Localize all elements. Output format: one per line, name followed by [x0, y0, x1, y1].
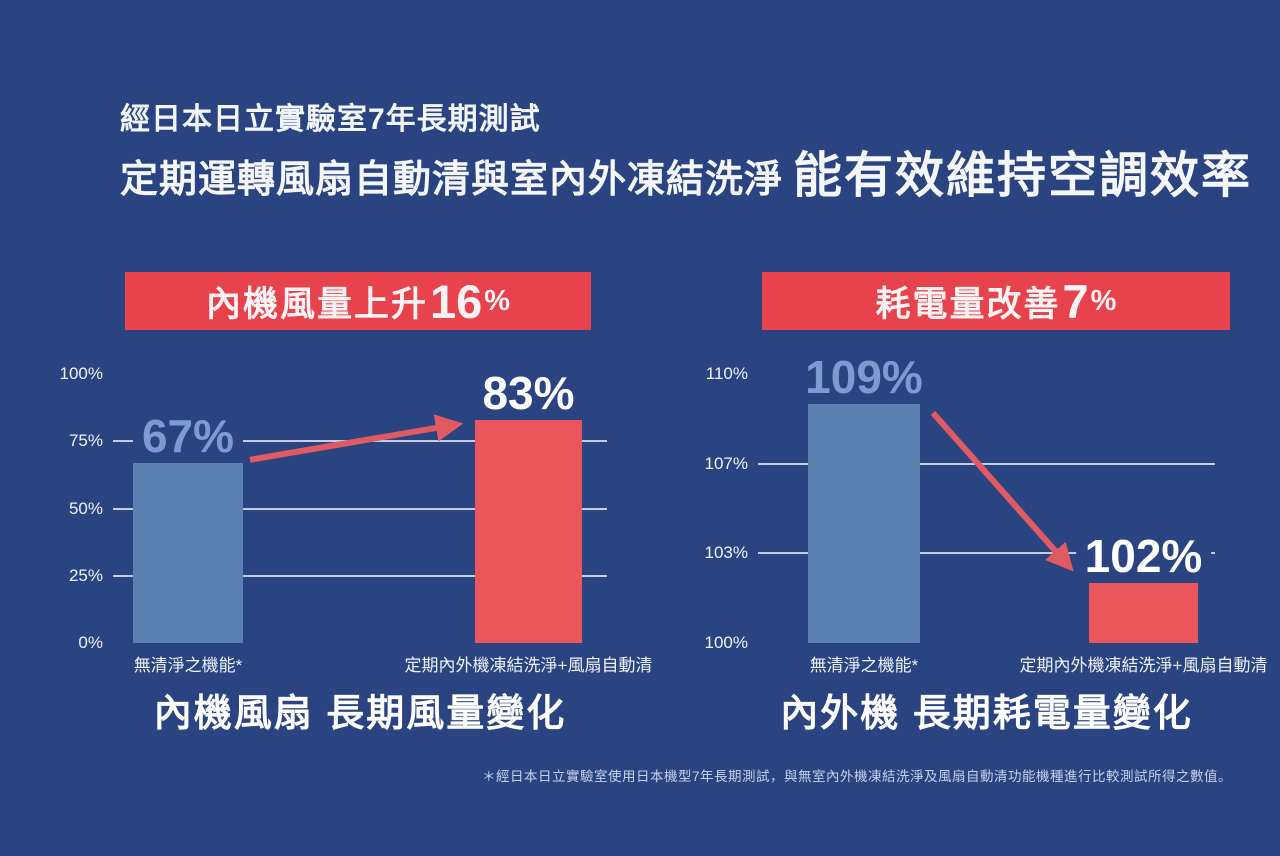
y-axis-tick-label: 107% — [704, 453, 748, 473]
y-axis-tick-label: 100% — [59, 364, 103, 383]
footnote: ＊經日本日立實驗室使用日本機型7年長期測試，與無室內外機凍結洗淨及風扇自動清功能… — [481, 769, 1232, 784]
bar-no-cleaning — [808, 403, 920, 643]
x-axis-category-label: 無清淨之機能* — [133, 656, 243, 675]
power-chart-caption: 內外機 長期耗電量變化 — [780, 693, 1193, 735]
banner-text: 內機風量上升 — [205, 284, 428, 324]
header-line-2-regular: 定期運轉風扇自動清與室內外凍結洗淨 — [120, 159, 784, 201]
bar-value-label: 109% — [796, 351, 932, 402]
banner-number: 7 — [1062, 274, 1089, 328]
bar-value-label: 67% — [132, 410, 244, 461]
bar-with-cleaning — [1089, 583, 1198, 643]
bar-with-cleaning — [475, 419, 582, 643]
gridline — [113, 507, 607, 510]
trend-arrow-icon — [249, 414, 464, 463]
banner-percent-sign: % — [1090, 284, 1117, 317]
y-axis-labels: 0% 25% 50% 75% 100% — [40, 364, 103, 652]
bar-value-label: 83% — [473, 367, 584, 418]
airflow-chart-caption: 內機風扇 長期風量變化 — [153, 693, 567, 735]
bar-no-cleaning — [133, 462, 243, 643]
power-bar-plot: 109% 無清淨之機能* 102% 定期內外機凍結洗淨+風扇自動清 — [758, 351, 1267, 675]
banner-number: 16 — [429, 274, 483, 328]
gridline — [758, 462, 1215, 465]
power-banner: 耗電量改善 7% — [762, 272, 1230, 330]
y-axis-tick-label: 0% — [78, 633, 103, 652]
y-axis-tick-label: 25% — [68, 565, 103, 585]
bar-value-label: 102% — [1075, 531, 1212, 582]
gridline — [113, 574, 607, 577]
header-line-2: 定期運轉風扇自動清與室內外凍結洗淨 能有效維持空調效率 — [120, 146, 1252, 218]
header-line-1: 經日本日立實驗室7年長期測試 — [120, 103, 541, 136]
banner-percent-sign: % — [484, 284, 511, 317]
banner-text: 耗電量改善 — [875, 284, 1061, 324]
header-line-2-emphasis: 能有效維持空調效率 — [793, 149, 1253, 203]
x-axis-category-label: 定期內外機凍結洗淨+風扇自動清 — [404, 656, 653, 675]
x-axis-category-label: 定期內外機凍結洗淨+風扇自動清 — [1019, 656, 1268, 675]
y-axis-labels: 100% 103% 107% 110% — [680, 364, 748, 652]
airflow-banner: 內機風量上升 16% — [125, 272, 591, 330]
trend-arrow-icon — [930, 410, 1074, 572]
y-axis-tick-label: 50% — [68, 498, 103, 518]
x-axis-category-label: 無清淨之機能* — [809, 656, 919, 675]
y-axis-tick-label: 100% — [704, 633, 748, 652]
y-axis-tick-label: 103% — [704, 543, 748, 563]
y-axis-tick-label: 75% — [68, 431, 103, 451]
y-axis-tick-label: 110% — [705, 364, 748, 383]
gridline — [758, 552, 1215, 555]
airflow-bar-plot: 67% 無清淨之機能* 83% 定期內外機凍結洗淨+風扇自動清 — [113, 367, 652, 675]
